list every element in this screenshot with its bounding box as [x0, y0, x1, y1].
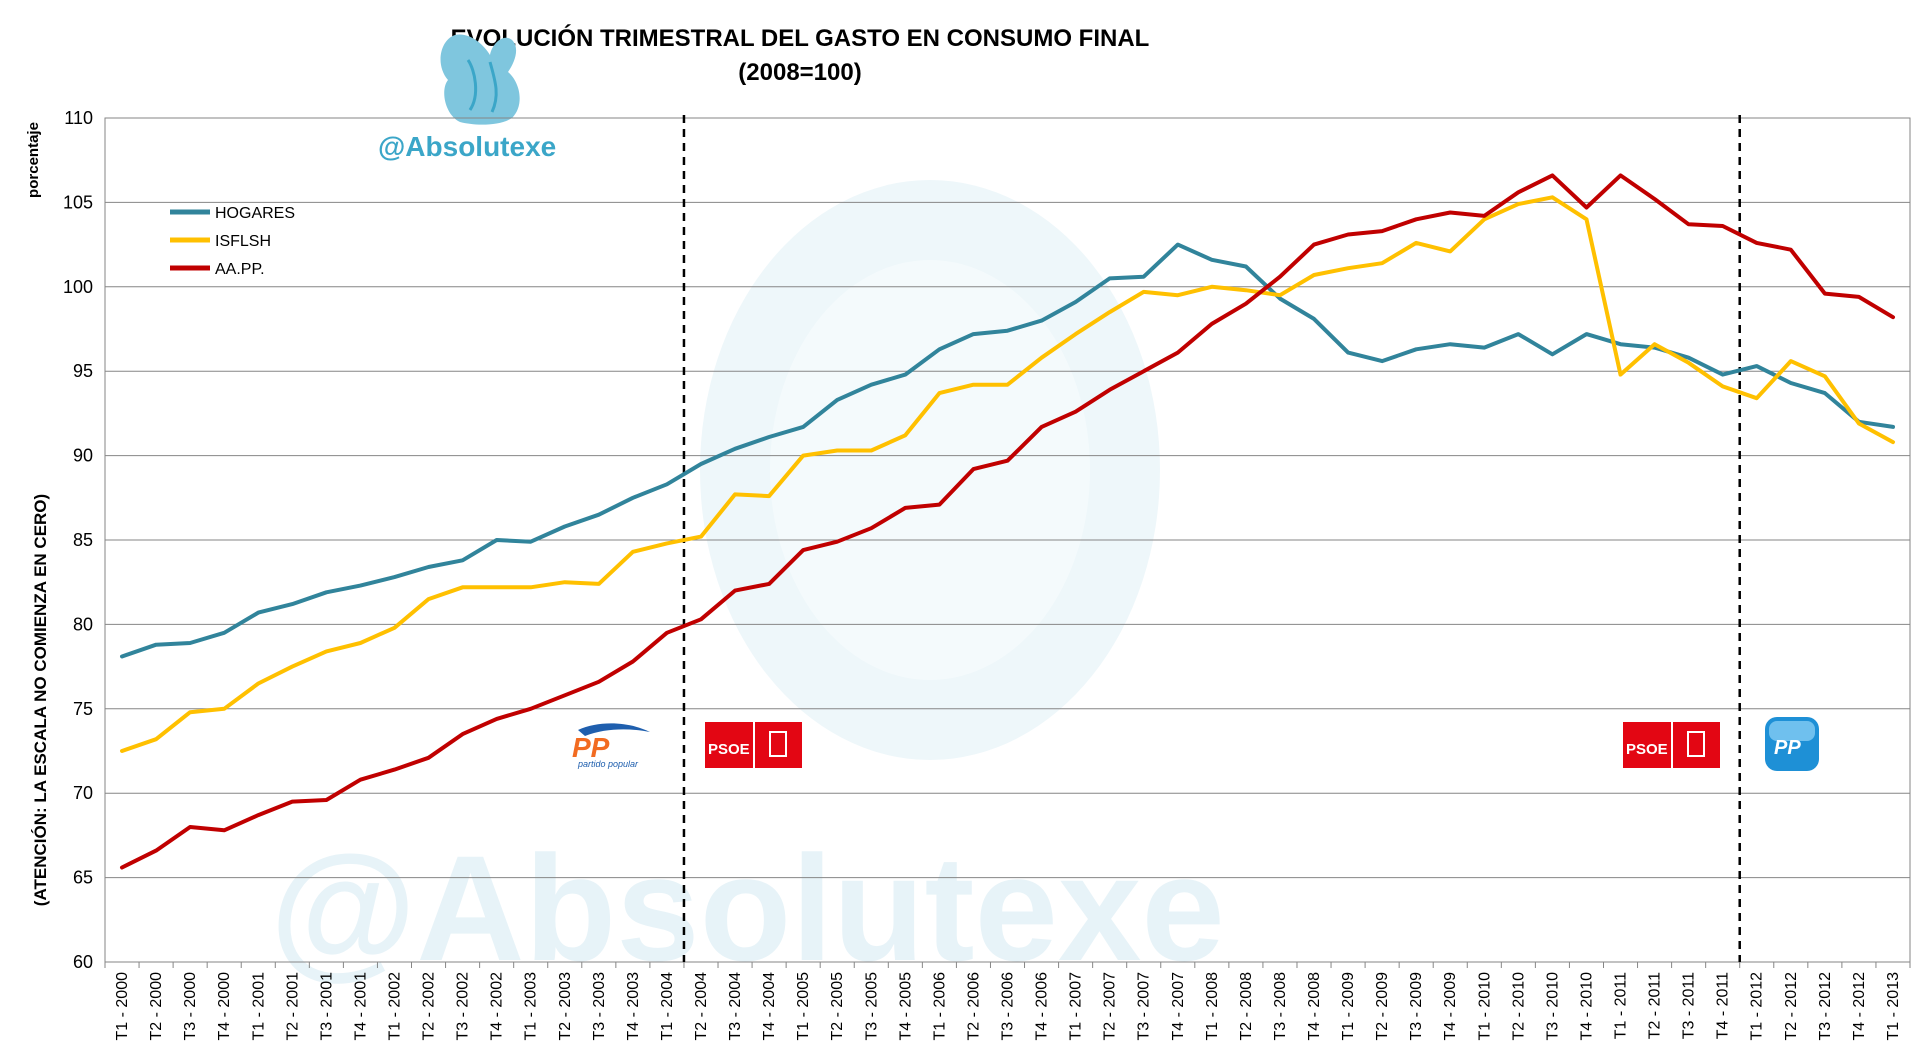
- y-axis-scale-note: (ATENCIÓN: LA ESCALA NO COMIENZA EN CERO…: [31, 494, 50, 906]
- x-tick-label: T3 - 2003: [591, 972, 608, 1041]
- fist-rose-icon: [1687, 731, 1705, 757]
- x-tick-label: T1 - 2009: [1340, 972, 1357, 1041]
- x-tick-label: T3 - 2011: [1681, 972, 1698, 1039]
- x-tick-label: T1 - 2007: [1068, 972, 1085, 1041]
- x-tick-label: T3 - 2001: [318, 972, 335, 1041]
- x-tick-label: T2 - 2007: [1102, 972, 1119, 1041]
- x-tick-label: T2 - 2000: [148, 972, 165, 1041]
- x-tick-label: T2 - 2004: [693, 972, 710, 1041]
- y-tick-label: 85: [73, 530, 93, 550]
- y-tick-label: 105: [63, 192, 93, 212]
- griffin-logo: [440, 34, 520, 125]
- x-tick-label: T2 - 2005: [829, 972, 846, 1041]
- psoe-logo-1-text: PSOE: [708, 741, 750, 758]
- pp-round-logo: PP: [1765, 717, 1819, 771]
- x-tick-label: T1 - 2002: [386, 972, 403, 1041]
- x-tick-label: T1 - 2005: [795, 972, 812, 1041]
- x-tick-label: T1 - 2013: [1885, 972, 1902, 1041]
- x-tick-label: T4 - 2000: [216, 972, 233, 1041]
- legend-label-hogares: HOGARES: [215, 205, 295, 222]
- x-tick-label: T2 - 2011: [1647, 972, 1664, 1039]
- x-tick-label: T4 - 2011: [1715, 972, 1732, 1039]
- y-tick-label: 90: [73, 446, 93, 466]
- x-tick-label: T2 - 2003: [557, 972, 574, 1041]
- chart-title: EVOLUCIÓN TRIMESTRAL DEL GASTO EN CONSUM…: [451, 24, 1150, 52]
- psoe-logo-2: PSOE: [1623, 722, 1720, 768]
- x-tick-label: T4 - 2002: [489, 972, 506, 1041]
- series-line-aapp: [120, 173, 1895, 870]
- x-tick-label: T3 - 2008: [1272, 972, 1289, 1041]
- x-tick-label: T1 - 2011: [1613, 972, 1630, 1039]
- x-tick-label: T1 - 2012: [1749, 972, 1766, 1041]
- y-axis-unit-label: porcentaje: [25, 122, 42, 198]
- x-tick-label: T4 - 2012: [1851, 972, 1868, 1041]
- pp-round-logo-text: PP: [1774, 737, 1801, 759]
- x-tick-label: T4 - 2004: [761, 972, 778, 1041]
- x-tick-label: T1 - 2004: [659, 972, 676, 1041]
- x-tick-label: T4 - 2010: [1578, 972, 1595, 1041]
- y-tick-label: 65: [73, 868, 93, 888]
- x-tick-label: T4 - 2003: [625, 972, 642, 1041]
- x-tick-label: T3 - 2004: [727, 972, 744, 1041]
- y-tick-label: 60: [73, 952, 93, 972]
- x-tick-label: T2 - 2010: [1510, 972, 1527, 1041]
- watermark-text: @Absolutexe: [270, 824, 1225, 992]
- x-tick-label: T4 - 2007: [1170, 972, 1187, 1041]
- legend-label-aapp: AA.PP.: [215, 261, 265, 278]
- y-tick-label: 70: [73, 783, 93, 803]
- series-line-isflsh: [120, 195, 1895, 753]
- legend-label-isflsh: ISFLSH: [215, 233, 271, 250]
- x-tick-label: T4 - 2005: [897, 972, 914, 1041]
- fist-rose-icon: [769, 731, 787, 757]
- x-tick-label: T2 - 2001: [284, 972, 301, 1041]
- x-tick-label: T3 - 2012: [1817, 972, 1834, 1041]
- psoe-logo-1: PSOE: [705, 722, 802, 768]
- x-tick-label: T2 - 2008: [1238, 972, 1255, 1041]
- x-tick-label: T2 - 2012: [1783, 972, 1800, 1041]
- x-tick-label: T3 - 2007: [1136, 972, 1153, 1041]
- x-tick-label: T2 - 2006: [965, 972, 982, 1041]
- plot-area: 60 65 70 75 80 85 90 95 100 105 110 T1 - 2000 T2 - 2…: [63, 108, 1911, 1041]
- x-tick-label: T2 - 2009: [1374, 972, 1391, 1041]
- y-tick-label: 95: [73, 361, 93, 381]
- x-tick-label: T2 - 2002: [421, 972, 438, 1041]
- psoe-logo-2-text: PSOE: [1626, 741, 1668, 758]
- pp-bird-logo: PP partido popular: [572, 723, 650, 769]
- series-line-hogares: [120, 242, 1895, 659]
- x-tick-label: T4 - 2009: [1442, 972, 1459, 1041]
- y-tick-label: 80: [73, 614, 93, 634]
- legend: HOGARES ISFLSH AA.PP.: [170, 205, 295, 278]
- y-tick-label: 100: [63, 277, 93, 297]
- x-tick-label: T1 - 2003: [523, 972, 540, 1041]
- x-tick-label: T3 - 2005: [863, 972, 880, 1041]
- x-tick-label: T4 - 2008: [1306, 972, 1323, 1041]
- x-tick-label: T1 - 2001: [250, 972, 267, 1041]
- y-tick-label: 75: [73, 699, 93, 719]
- x-tick-label: T3 - 2006: [1000, 972, 1017, 1041]
- y-tick-label: 110: [64, 108, 93, 128]
- watermark: @Absolutexe: [270, 180, 1225, 992]
- pp-logo-subtext: partido popular: [577, 759, 639, 769]
- x-tick-label: T4 - 2006: [1034, 972, 1051, 1041]
- x-tick-label: T1 - 2000: [114, 972, 131, 1041]
- x-tick-label: T4 - 2001: [352, 972, 369, 1041]
- x-tick-label: T3 - 2000: [182, 972, 199, 1041]
- x-tick-label: T1 - 2008: [1204, 972, 1221, 1041]
- x-tick-label: T1 - 2006: [931, 972, 948, 1041]
- x-tick-label: T3 - 2002: [455, 972, 472, 1041]
- x-tick-label: T3 - 2009: [1408, 972, 1425, 1041]
- pp-logo-text: PP: [572, 732, 610, 763]
- chart-subtitle: (2008=100): [738, 59, 861, 86]
- x-tick-label: T1 - 2010: [1476, 972, 1493, 1041]
- x-tick-label: T3 - 2010: [1544, 972, 1561, 1041]
- brand-handle: @Absolutexe: [378, 131, 556, 162]
